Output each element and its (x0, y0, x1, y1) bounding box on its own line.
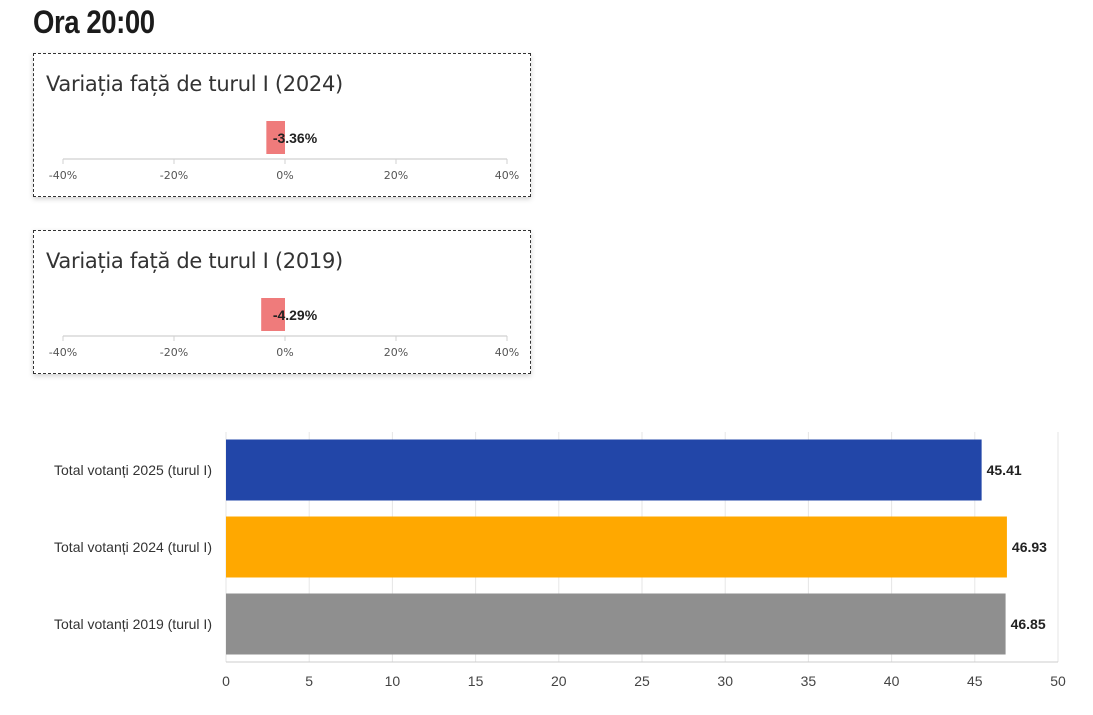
tick-label: 0% (276, 169, 293, 182)
tick-label: -40% (49, 169, 77, 182)
data-label: 46.93 (1012, 539, 1047, 555)
tick-label: 50 (1050, 673, 1066, 689)
tick-label: 20% (384, 346, 408, 359)
tick-label: 0% (276, 346, 293, 359)
tick-label: 5 (305, 673, 313, 689)
tick-label: 40% (495, 169, 519, 182)
tick-label: -20% (160, 169, 188, 182)
tick-label: 15 (468, 673, 484, 689)
tick-label: -40% (49, 346, 77, 359)
data-label: -3.36% (273, 130, 318, 146)
tick-label: 40 (884, 673, 900, 689)
card-title: Variația față de turul I (2019) (46, 249, 343, 273)
card-title: Variația față de turul I (2024) (46, 72, 343, 96)
tick-label: 20% (384, 169, 408, 182)
variation-chart-2019: -40% -20% 0% 20% 40% -4.29% (49, 298, 519, 359)
bar (261, 298, 285, 331)
tick-label: 30 (717, 673, 733, 689)
tick-label: 20 (551, 673, 567, 689)
category-label: Total votanți 2025 (turul I) (54, 462, 212, 478)
tick-label: 0 (222, 673, 230, 689)
bar (226, 516, 1007, 578)
tick-label: 40% (495, 346, 519, 359)
tick-label: 25 (634, 673, 650, 689)
data-label: -4.29% (273, 307, 318, 323)
tick-label: -20% (160, 346, 188, 359)
tick-label: 45 (967, 673, 983, 689)
category-label: Total votanți 2024 (turul I) (54, 539, 212, 555)
bar (266, 121, 285, 154)
variation-card-2019: Variația față de turul I (2019) -40% -20%… (33, 230, 531, 374)
variation-chart-2024: -40% -20% 0% 20% 40% -3.36% (49, 121, 519, 182)
variation-card-2024: Variația față de turul I (2024) -40% -20%… (33, 53, 531, 197)
category-label: Total votanți 2019 (turul I) (54, 616, 212, 632)
tick-label: 35 (801, 673, 817, 689)
data-label: 46.85 (1011, 616, 1046, 632)
data-label: 45.41 (987, 462, 1022, 478)
bar (226, 593, 1006, 655)
bar (226, 439, 982, 501)
tick-label: 10 (385, 673, 401, 689)
page-title: Ora 20:00 (33, 4, 155, 40)
